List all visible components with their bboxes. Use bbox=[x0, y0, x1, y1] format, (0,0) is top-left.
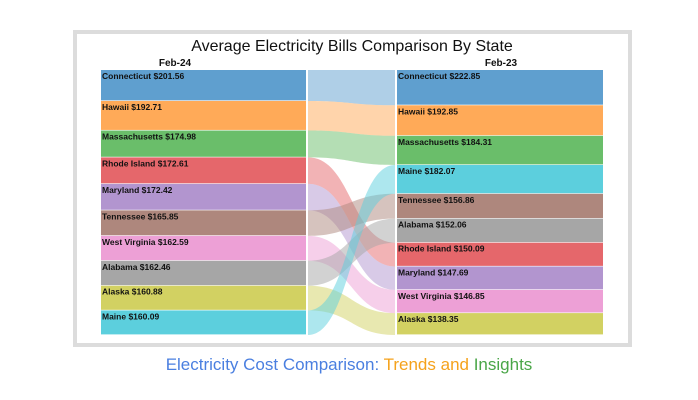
left-bar-label: Rhode Island $172.61 bbox=[102, 158, 189, 168]
right-bar-alabama bbox=[397, 218, 603, 243]
left-bar-label: West Virginia $162.59 bbox=[102, 237, 189, 247]
chart-title: Average Electricity Bills Comparison By … bbox=[191, 38, 513, 55]
left-bar-hawaii bbox=[101, 100, 306, 130]
flow-massachusetts bbox=[308, 130, 395, 165]
right-bar-label: Tennessee $156.86 bbox=[398, 195, 475, 205]
left-bar-label: Hawaii $192.71 bbox=[102, 102, 162, 112]
right-bar-connecticut bbox=[397, 70, 603, 105]
left-bar-label: Maine $160.09 bbox=[102, 311, 159, 321]
right-bar-west-virginia bbox=[397, 289, 603, 313]
right-bar-alaska bbox=[397, 313, 603, 335]
left-bar-massachusetts bbox=[101, 130, 306, 157]
caption-part-2: Trends and bbox=[383, 355, 474, 374]
left-bar-alabama bbox=[101, 260, 306, 286]
left-bar-label: Connecticut $201.56 bbox=[102, 71, 184, 81]
left-bar-maine bbox=[101, 310, 306, 335]
right-bar-label: Connecticut $222.85 bbox=[398, 71, 480, 81]
caption-part-3: Insights bbox=[473, 355, 533, 374]
left-bar-label: Maryland $172.42 bbox=[102, 185, 173, 195]
left-bar-label: Alaska $160.88 bbox=[102, 287, 163, 297]
right-bar-label: Alabama $152.06 bbox=[398, 220, 467, 230]
left-bar-alaska bbox=[101, 285, 306, 310]
right-bar-rhode-island bbox=[397, 242, 603, 266]
left-bar-tennessee bbox=[101, 210, 306, 236]
caption: Electricity Cost Comparison: Trends and … bbox=[0, 355, 698, 375]
right-column-label: Feb-23 bbox=[485, 58, 518, 69]
flow-maine bbox=[308, 164, 395, 335]
right-bar-label: Alaska $138.35 bbox=[398, 314, 459, 324]
right-bar-massachusetts bbox=[397, 135, 603, 165]
flow-connecticut bbox=[308, 70, 395, 106]
left-bar-west-virginia bbox=[101, 235, 306, 261]
left-bar-label: Massachusetts $174.98 bbox=[102, 132, 196, 142]
right-bar-label: Maryland $147.69 bbox=[398, 267, 469, 277]
right-bar-label: Maine $182.07 bbox=[398, 166, 455, 176]
right-bar-label: West Virginia $146.85 bbox=[398, 291, 485, 301]
left-bar-rhode-island bbox=[101, 157, 306, 184]
left-bar-maryland bbox=[101, 183, 306, 210]
right-bar-tennessee bbox=[397, 193, 603, 219]
flow-west-virginia bbox=[308, 235, 395, 314]
right-bar-maryland bbox=[397, 266, 603, 290]
left-bar-connecticut bbox=[101, 70, 306, 101]
left-bar-label: Tennessee $165.85 bbox=[102, 211, 179, 221]
flow-hawaii bbox=[308, 100, 395, 136]
right-bar-label: Hawaii $192.85 bbox=[398, 106, 458, 116]
right-bar-label: Massachusetts $184.31 bbox=[398, 137, 492, 147]
right-bar-hawaii bbox=[397, 105, 603, 136]
right-bar-maine bbox=[397, 164, 603, 194]
caption-part-1: Electricity Cost Comparison: bbox=[165, 355, 384, 374]
left-bar-label: Alabama $162.46 bbox=[102, 262, 171, 272]
right-bar-label: Rhode Island $150.09 bbox=[398, 244, 485, 254]
left-column-label: Feb-24 bbox=[159, 58, 192, 69]
